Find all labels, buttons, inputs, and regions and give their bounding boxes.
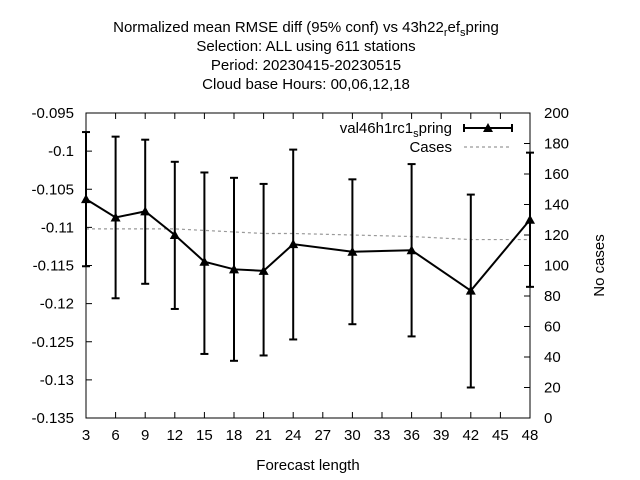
data-point xyxy=(258,265,269,275)
x-axis: 3 6 9 12 15 18 21 24 27 30 33 36 39 42 45 48 xyxy=(82,113,539,444)
data-point xyxy=(406,245,417,255)
cases-series xyxy=(86,228,530,241)
subscript-span: s xyxy=(460,27,466,39)
y-tick-label: -0.105 xyxy=(31,181,74,198)
main-line xyxy=(85,198,531,293)
y-tick-label: -0.125 xyxy=(31,334,74,351)
legend-label-cases: Cases xyxy=(409,139,452,156)
x-tick-label: 24 xyxy=(285,427,302,444)
title-line: Normalized mean RMSE diff (95% conf) vs … xyxy=(113,19,499,39)
text-span: Cloud base Hours: 00,06,12,18 xyxy=(202,76,410,93)
main-series xyxy=(81,131,535,389)
x-tick-label: 48 xyxy=(522,427,539,444)
y2-tick-label: 0 xyxy=(544,410,552,427)
title-line: Selection: ALL using 611 stations xyxy=(196,38,415,55)
y-tick-label: -0.115 xyxy=(33,258,74,275)
data-point xyxy=(81,194,91,204)
y2-tick-label: 120 xyxy=(544,227,569,244)
data-point xyxy=(140,206,151,216)
y-tick-label: -0.13 xyxy=(40,372,74,389)
x-tick-label: 30 xyxy=(344,427,361,444)
y2-tick-label: 200 xyxy=(544,105,569,122)
x-tick-label: 45 xyxy=(492,427,509,444)
text-span: pring xyxy=(466,19,499,36)
x-tick-label: 36 xyxy=(403,427,420,444)
text-span: ef xyxy=(448,19,461,36)
data-point xyxy=(288,239,299,249)
text-span: val46h1rc1 xyxy=(340,120,413,137)
x-axis-label: Forecast length xyxy=(256,457,359,474)
title-line: Cloud base Hours: 00,06,12,18 xyxy=(202,76,410,93)
data-point xyxy=(465,285,476,295)
x-tick-label: 33 xyxy=(374,427,391,444)
y2-tick-label: 180 xyxy=(544,136,569,153)
data-point xyxy=(347,246,358,256)
y-tick-label: -0.1 xyxy=(48,143,74,160)
y2-tick-label: 140 xyxy=(544,197,569,214)
data-point xyxy=(199,256,210,266)
cases-line xyxy=(86,228,530,241)
plot-frame xyxy=(85,112,531,419)
y2-tick-label: 100 xyxy=(544,258,569,275)
y2-tick-label: 20 xyxy=(544,380,561,397)
x-tick-label: 3 xyxy=(82,427,90,444)
data-point xyxy=(110,212,121,222)
title-line: Period: 20230415-20230515 xyxy=(211,57,401,74)
x-tick-label: 6 xyxy=(111,427,119,444)
y-tick-label: -0.12 xyxy=(40,296,74,313)
chart-title: Normalized mean RMSE diff (95% conf) vs … xyxy=(113,19,499,93)
x-tick-label: 27 xyxy=(314,427,331,444)
data-point xyxy=(525,214,535,224)
legend-marker-main xyxy=(483,123,493,132)
y-axis-right: 0 20 40 60 80 100 120 140 160 180 200 xyxy=(524,105,569,427)
x-tick-label: 12 xyxy=(166,427,183,444)
y-tick-label: -0.135 xyxy=(31,410,74,427)
y-tick-label: -0.095 xyxy=(31,105,74,122)
text-span: Normalized mean RMSE diff (95% conf) vs … xyxy=(113,19,444,36)
y-tick-label: -0.11 xyxy=(41,219,74,236)
legend-label-main: val46h1rc1s​pring xyxy=(340,120,452,140)
text-span: Period: 20230415-20230515 xyxy=(211,57,401,74)
data-point xyxy=(229,264,239,274)
data-point xyxy=(169,230,180,239)
x-tick-label: 42 xyxy=(462,427,479,444)
x-tick-label: 21 xyxy=(255,427,272,444)
y2-tick-label: 160 xyxy=(544,166,569,183)
text-span: Selection: ALL using 611 stations xyxy=(196,38,415,55)
x-tick-label: 18 xyxy=(226,427,243,444)
subscript-span: s xyxy=(413,128,419,140)
y2-tick-label: 80 xyxy=(544,288,561,305)
y2-axis-label: No cases xyxy=(591,234,608,297)
subscript-span: r xyxy=(444,27,448,39)
y-axis-left: -0.135 -0.13 -0.125 -0.12 -0.115 -0.11 -0.105 -… xyxy=(31,105,92,427)
x-tick-label: 39 xyxy=(433,427,450,444)
text-span: pring xyxy=(419,120,452,137)
y2-tick-label: 40 xyxy=(544,349,561,366)
x-tick-label: 15 xyxy=(196,427,213,444)
x-tick-label: 9 xyxy=(141,427,149,444)
y2-tick-label: 60 xyxy=(544,319,561,336)
